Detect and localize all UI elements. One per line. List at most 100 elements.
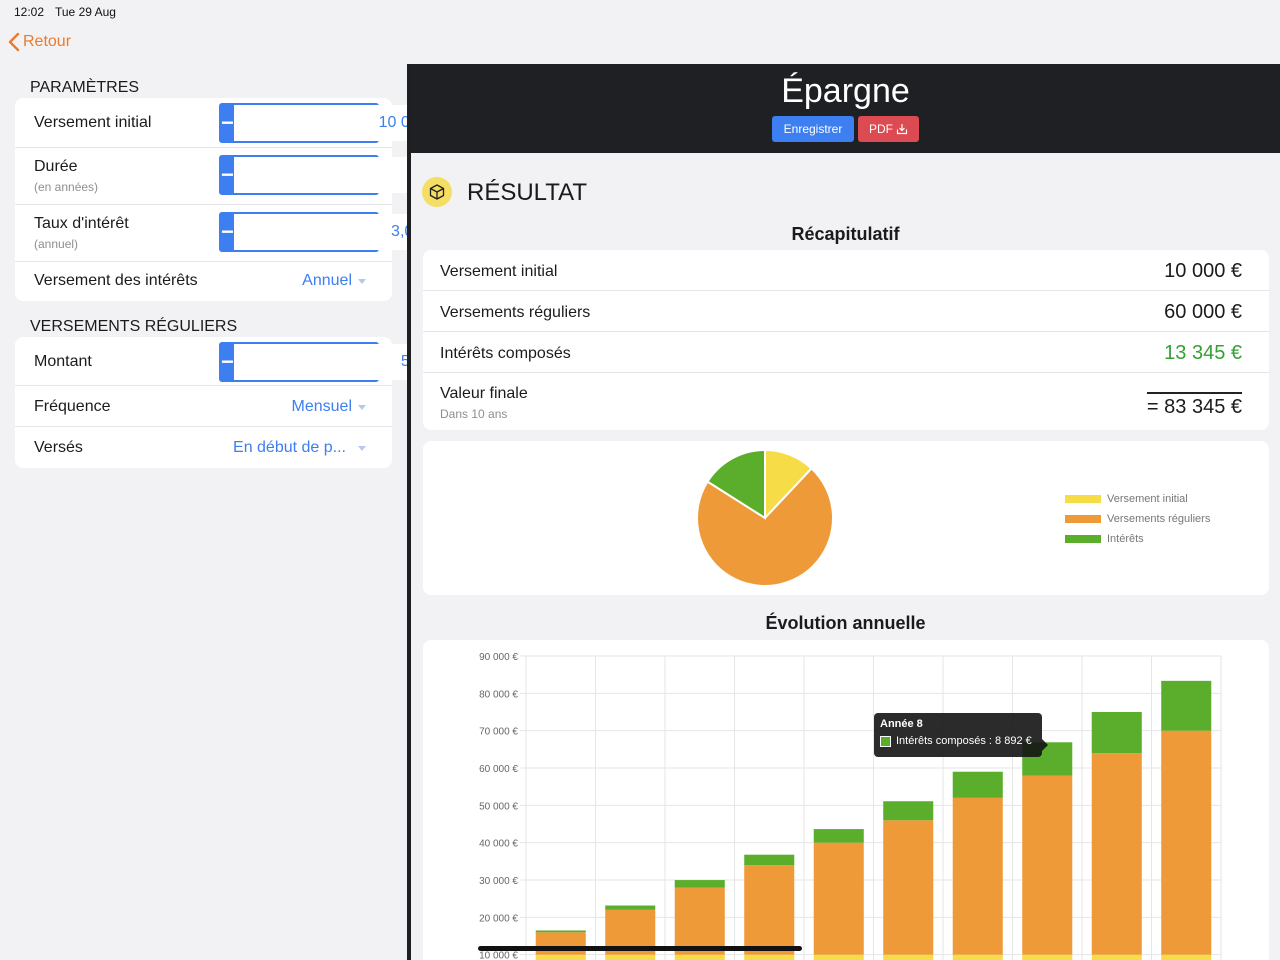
initial-stepper: − +: [219, 103, 458, 143]
rate-row: Taux d'intérêt (annuel) − +: [15, 205, 458, 262]
rate-decrement-button[interactable]: −: [221, 214, 234, 250]
bar-segment[interactable]: [1091, 712, 1142, 754]
legend-item[interactable]: Versement initial: [1065, 489, 1210, 509]
paid-picker[interactable]: En début de p...: [233, 439, 366, 457]
caret-down-icon: [358, 404, 366, 410]
bar-segment[interactable]: [674, 880, 725, 888]
bar-segment[interactable]: [535, 954, 586, 960]
bar-segment[interactable]: [674, 954, 725, 960]
interest-payment-picker[interactable]: Annuel: [302, 272, 366, 290]
rate-sub: (annuel): [34, 237, 79, 251]
bar-segment[interactable]: [883, 954, 934, 960]
duration-row: Durée (en années) − +: [15, 148, 458, 205]
legend-label: Versements réguliers: [1107, 513, 1211, 525]
legend-item[interactable]: Intérêts: [1065, 529, 1210, 549]
y-tick-label: 70 000 €: [479, 727, 518, 738]
legend-label: Intérêts: [1107, 533, 1144, 545]
paid-row[interactable]: Versés En début de p...: [15, 427, 392, 468]
bar-segment[interactable]: [883, 820, 934, 955]
final-label: Valeur finale: [440, 385, 528, 402]
bar-segment[interactable]: [535, 932, 586, 955]
cube-icon: [422, 177, 452, 207]
result-panel: Épargne Enregistrer PDF RÉSULTAT Récapit…: [411, 64, 1280, 960]
frequency-row[interactable]: Fréquence Mensuel: [15, 386, 392, 427]
bar-segment[interactable]: [813, 954, 864, 960]
chevron-left-icon: [8, 32, 20, 52]
bar-segment[interactable]: [744, 954, 795, 960]
bar-segment[interactable]: [1161, 730, 1212, 955]
pie-chart: [696, 448, 834, 587]
regular-card: Montant − + Fréquence Mensuel Versés En …: [15, 337, 458, 468]
bar-segment[interactable]: [744, 854, 795, 866]
frequency-picker[interactable]: Mensuel: [292, 398, 366, 416]
bar-segment[interactable]: [1022, 954, 1073, 960]
nav-bar: Retour: [0, 26, 1280, 62]
amount-decrement-button[interactable]: −: [221, 344, 234, 380]
frequency-label: Fréquence: [34, 398, 111, 415]
parameters-title: PARAMÈTRES: [30, 79, 140, 96]
summary-title: Récapitulatif: [791, 224, 900, 244]
pie-card: Versement initial Versements réguliers I…: [423, 441, 1269, 595]
amount-label: Montant: [34, 353, 92, 370]
bar-segment[interactable]: [605, 954, 656, 960]
status-bar: 12:02 Tue 29 Aug ••• 28 %: [0, 0, 1280, 900]
tooltip-body: Intérêts composés : 8 892 €: [880, 735, 1036, 747]
bar-segment[interactable]: [1091, 954, 1142, 960]
regular-title: VERSEMENTS RÉGULIERS: [30, 318, 238, 335]
status-time: 12:02: [14, 5, 45, 19]
bar-segment[interactable]: [813, 829, 864, 843]
result-title: RÉSULTAT: [467, 179, 588, 206]
legend-swatch: [1065, 535, 1101, 543]
bar-segment[interactable]: [1161, 680, 1212, 731]
parameters-panel: PARAMÈTRES Versement initial − + Durée (…: [0, 64, 458, 960]
bar-segment[interactable]: [952, 954, 1003, 960]
chart-tooltip: Année 8 Intérêts composés : 8 892 €: [874, 713, 1048, 757]
interest-payment-label: Versement des intérêts: [34, 272, 198, 289]
legend-swatch: [1065, 515, 1101, 523]
final-sub: Dans 10 ans: [440, 407, 508, 421]
header-buttons: Enregistrer PDF: [772, 116, 919, 142]
bar-segment[interactable]: [1161, 954, 1212, 960]
bar-card: 10 000 € 20 000 € 30 000 € 40 000 € 50 000 €…: [423, 640, 1269, 960]
summary-row-value: 10 000 €: [1164, 260, 1242, 282]
y-tick-label: 90 000 €: [479, 652, 518, 663]
rate-stepper: − +: [219, 212, 458, 252]
bar-segment[interactable]: [952, 797, 1003, 955]
bar-segment[interactable]: [883, 801, 934, 821]
download-icon: [896, 124, 908, 135]
y-tick-label: 30 000 €: [479, 876, 518, 887]
legend-swatch: [1065, 495, 1101, 503]
pdf-button[interactable]: PDF: [858, 116, 919, 142]
bar-segment[interactable]: [744, 865, 795, 955]
pie-slice[interactable]: [706, 448, 766, 520]
bar-segment[interactable]: [1091, 753, 1142, 955]
initial-decrement-button[interactable]: −: [221, 105, 234, 141]
duration-sub: (en années): [34, 180, 99, 194]
summary-row-label: Intérêts composés: [440, 345, 571, 362]
bar-segment[interactable]: [813, 842, 864, 955]
y-tick-label: 20 000 €: [479, 913, 518, 924]
result-header: Épargne Enregistrer PDF: [411, 64, 1280, 153]
initial-row: Versement initial − +: [15, 98, 458, 148]
summary-row: Versement initial 10 000 €: [423, 250, 1269, 291]
legend-label: Versement initial: [1107, 493, 1188, 505]
back-label: Retour: [23, 33, 72, 50]
bar-segment[interactable]: [952, 771, 1003, 798]
summary-row-label: Versements réguliers: [440, 304, 591, 321]
legend-item[interactable]: Versements réguliers: [1065, 509, 1210, 529]
duration-decrement-button[interactable]: −: [221, 157, 234, 193]
bar-segment[interactable]: [535, 930, 586, 933]
pie-slice[interactable]: [696, 467, 834, 587]
rate-label: Taux d'intérêt: [34, 215, 129, 232]
back-button[interactable]: Retour: [8, 32, 71, 52]
save-button[interactable]: Enregistrer: [772, 116, 854, 142]
interest-payment-row[interactable]: Versement des intérêts Annuel: [15, 262, 392, 301]
split-divider[interactable]: [407, 64, 411, 960]
bar-segment[interactable]: [1022, 775, 1073, 955]
y-tick-label: 60 000 €: [479, 764, 518, 775]
tooltip-text: Intérêts composés : 8 892 €: [896, 735, 1032, 747]
summary-row-value: 13 345 €: [1164, 342, 1242, 364]
bar-segment[interactable]: [674, 887, 725, 955]
bar-segment[interactable]: [605, 905, 656, 910]
home-indicator[interactable]: [478, 946, 802, 951]
